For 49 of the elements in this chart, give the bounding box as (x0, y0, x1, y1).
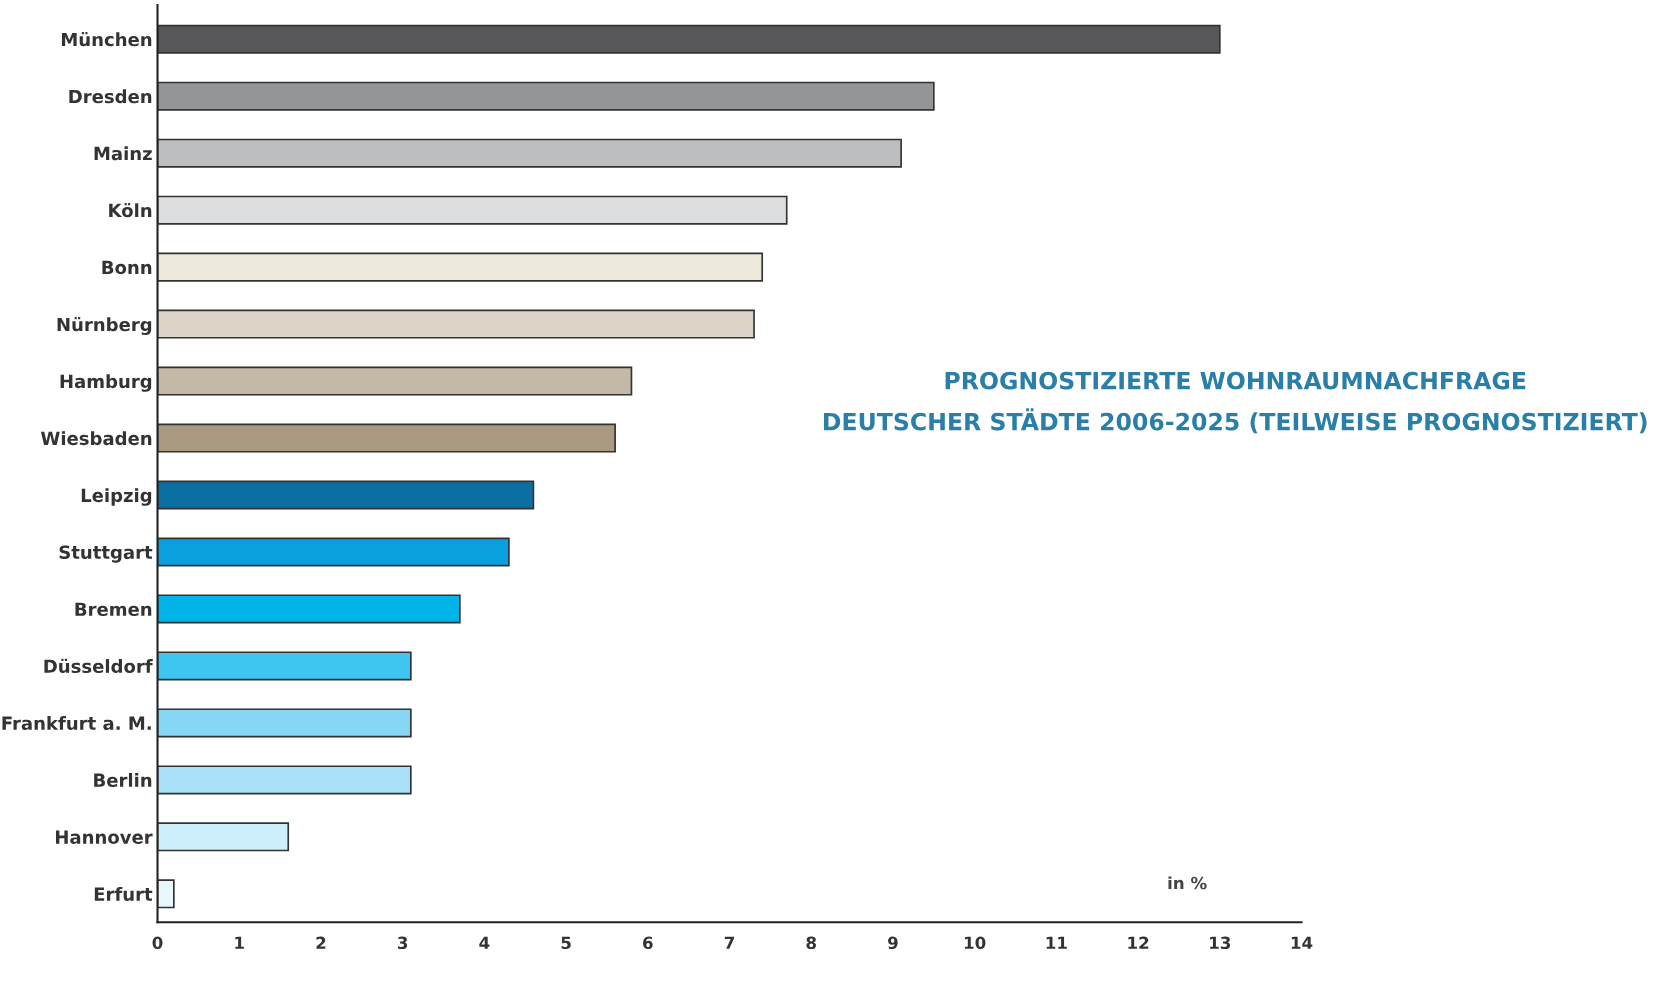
y-tick-label: Mainz (94, 146, 152, 161)
x-tick-label: 4 (479, 936, 490, 949)
y-tick-label: Dresden (69, 89, 152, 104)
y-tick-label: Wiesbaden (40, 431, 152, 446)
y-tick-label: Hamburg (60, 374, 152, 392)
y-tick-label: Bremen (75, 602, 152, 617)
x-tick-label: 2 (316, 936, 326, 949)
y-tick-label: Frankfurt a. M. (2, 716, 151, 731)
bar (157, 765, 412, 795)
bar (157, 309, 755, 339)
y-tick-label: Erfurt (94, 886, 153, 901)
y-tick-label: Stuttgart (59, 545, 153, 563)
x-tick-label: 14 (1291, 936, 1313, 949)
y-tick-label: Nürnberg (57, 317, 152, 335)
bar (157, 651, 412, 681)
bar (157, 480, 535, 510)
x-tick-label: 0 (152, 936, 163, 950)
x-axis-title: in % (1168, 876, 1207, 890)
bar (157, 537, 510, 567)
bar (157, 81, 935, 111)
y-tick-label: Hannover (55, 830, 153, 844)
x-tick-label: 12 (1128, 936, 1149, 949)
bar (157, 594, 461, 624)
bar (157, 252, 764, 282)
y-tick-label: Leipzig (81, 488, 152, 506)
x-tick-label: 1 (235, 936, 244, 949)
bar (157, 138, 902, 168)
bar (157, 24, 1221, 54)
bar (157, 366, 633, 396)
bar (157, 423, 616, 453)
x-tick-label: 3 (397, 936, 408, 950)
bar (157, 195, 788, 225)
bar (157, 879, 175, 909)
x-tick-label: 13 (1210, 936, 1231, 950)
y-tick-label: München (61, 32, 152, 47)
text: PROGNOSTIZIERTE WOHNRAUMNACHFRAGE DEUTSCHER STÄDTE 2006-2025 (TEILWEISE PROGNOSTIZIERT) (824, 371, 1647, 434)
bar (157, 822, 290, 852)
y-tick-label: Bonn (102, 260, 152, 275)
x-tick-label: 7 (724, 936, 734, 949)
x-tick-label: 8 (806, 936, 816, 950)
x-tick-label: 5 (561, 936, 571, 950)
x-tick-label: 10 (964, 936, 986, 950)
y-tick-label: Köln (109, 203, 152, 218)
y-tick-label: Berlin (94, 773, 152, 787)
x-tick-label: 6 (643, 936, 653, 950)
y-tick-label: Düsseldorf (44, 658, 153, 674)
x-tick-label: 9 (888, 936, 898, 950)
bar (157, 708, 412, 738)
x-tick-label: 11 (1046, 936, 1067, 949)
